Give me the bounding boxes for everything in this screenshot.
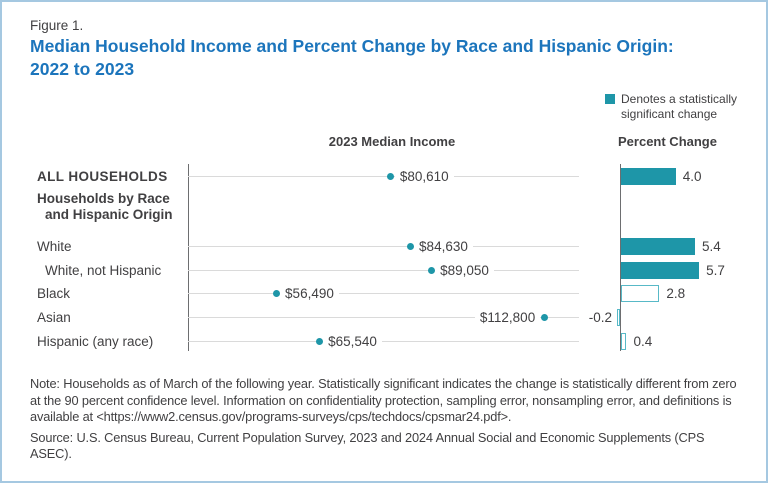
income-column-header: 2023 Median Income xyxy=(328,134,456,149)
percent-change-value: -0.2 xyxy=(588,310,612,325)
gridline xyxy=(188,270,579,271)
percent-column-header: Percent Change xyxy=(618,134,717,149)
percent-change-bar xyxy=(621,285,660,302)
percent-change-value: 5.4 xyxy=(701,239,721,254)
percent-change-bar xyxy=(617,309,620,326)
income-dot xyxy=(406,243,414,250)
income-dot xyxy=(427,267,435,274)
figure-number: Figure 1. xyxy=(30,18,84,33)
income-axis-line xyxy=(188,164,189,351)
legend: Denotes a statistically significant chan… xyxy=(605,92,757,122)
income-value: $112,800 xyxy=(474,309,541,327)
footnotes: Note: Households as of March of the foll… xyxy=(30,376,746,463)
income-dot xyxy=(540,314,548,321)
percent-change-bar xyxy=(621,168,676,185)
percent-change-value: 5.7 xyxy=(706,263,725,278)
category-label-all-households: ALL HOUSEHOLDS xyxy=(37,169,168,184)
section-label: Households by Race and Hispanic Origin xyxy=(37,191,173,223)
income-value: $89,050 xyxy=(435,262,494,280)
section-label-line1: Households by Race xyxy=(37,191,170,206)
gridline xyxy=(188,317,579,318)
gridline xyxy=(188,176,579,177)
category-label-asian: Asian xyxy=(37,310,71,325)
percent-axis-line xyxy=(620,164,621,351)
gridline xyxy=(188,246,579,247)
percent-change-bar xyxy=(621,262,700,279)
gridline xyxy=(188,293,579,294)
percent-change-bar xyxy=(621,238,695,255)
source-text: Source: U.S. Census Bureau, Current Popu… xyxy=(30,429,705,462)
income-value: $56,490 xyxy=(280,285,339,303)
income-dot xyxy=(387,173,395,180)
income-dot xyxy=(315,338,323,345)
income-value: $84,630 xyxy=(414,238,473,256)
category-label-hispanic: Hispanic (any race) xyxy=(37,334,154,349)
percent-change-value: 2.8 xyxy=(666,286,686,301)
note-text: Note: Households as of March of the foll… xyxy=(30,376,737,424)
category-label-white-not-hispanic: White, not Hispanic xyxy=(45,263,162,278)
income-value: $65,540 xyxy=(323,333,382,351)
section-label-line2: and Hispanic Origin xyxy=(45,207,173,222)
category-label-white: White xyxy=(37,239,72,254)
figure-title: Median Household Income and Percent Chan… xyxy=(30,36,674,79)
percent-change-value: 4.0 xyxy=(682,169,702,184)
income-dot xyxy=(272,290,280,297)
legend-label: Denotes a statistically significant chan… xyxy=(621,92,738,121)
percent-change-value: 0.4 xyxy=(633,334,653,349)
category-label-black: Black xyxy=(37,286,71,301)
percent-change-bar xyxy=(621,333,627,350)
significant-swatch-icon xyxy=(605,94,615,104)
income-value: $80,610 xyxy=(394,168,454,186)
gridline xyxy=(188,341,579,342)
